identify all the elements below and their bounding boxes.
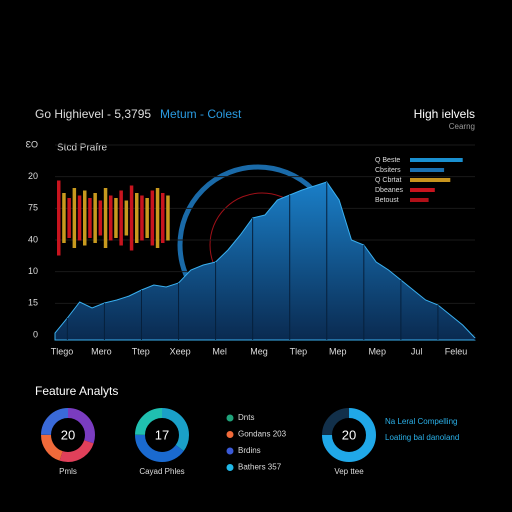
inset-bar [140,195,144,241]
x-tick-label: Tlep [290,346,308,356]
donut-segment [322,408,376,462]
inset-bar [155,188,160,248]
legend-label: Cbsiters [375,167,401,174]
legend-bar [410,198,429,202]
note: Na Leral Compelling [385,417,457,426]
inset-bar [129,185,134,251]
header-right-subtitle: Cearng [449,122,475,131]
donut-segment [135,408,189,462]
donut-label: Vep ttee [334,467,364,476]
list-dot [226,414,234,422]
donut-segment [41,408,95,462]
inset-bar [145,198,149,238]
y-tick-label: 0 [33,329,38,339]
inset-bar [119,190,123,246]
inset-bar [166,195,170,241]
header-title: Go Highievel - 5,3795 [35,107,151,121]
inset-bar [161,193,165,243]
inset-bar [98,200,103,236]
legend-label: Q Beste [375,157,400,164]
y-tick-label: 20 [28,171,38,181]
y-tick-label: ƐO [26,139,38,149]
donut-segment [41,408,95,462]
inset-bar [114,198,118,238]
list-label: Brdins [238,446,261,455]
legend-label: Dbeanes [375,187,404,194]
legend-label: Q Cbrtat [375,177,402,184]
x-tick-label: Xeep [170,346,191,356]
legend-bar [410,188,435,192]
donut-center: 20 [342,427,356,442]
inset-bar [62,193,66,243]
x-tick-label: Meg [250,346,268,356]
list-dot [226,447,234,455]
y-tick-label: 40 [28,234,38,244]
chart-subtitle: Stcd Prafre [57,143,107,154]
inset-bar [150,190,155,246]
x-tick-label: Feleu [445,346,468,356]
list-label: Bathers 357 [238,463,282,472]
legend-label: Betoust [375,197,399,204]
donut-center: 17 [155,427,169,442]
inset-bar [72,188,77,248]
legend-bar [410,168,445,172]
y-tick-label: 10 [28,266,38,276]
donut-center: 20 [61,427,75,442]
legend-bar [410,178,451,182]
inset-bar [67,198,71,238]
features-title: Feature Analyts [35,384,118,398]
x-tick-label: Mep [368,346,386,356]
x-tick-label: Ttep [132,346,150,356]
inset-bar [83,190,87,246]
inset-bar [109,195,113,241]
x-tick-label: Mero [91,346,112,356]
list-dot [226,431,234,438]
x-tick-label: Tlego [51,346,74,356]
inset-bar [124,200,129,236]
inset-bar [103,188,108,248]
x-tick-label: Mel [212,346,227,356]
inset-bar [135,193,139,243]
donut-segment [41,408,95,462]
list-dot [226,464,234,471]
header-right-title: High ielvels [414,107,475,121]
y-tick-label: 15 [28,298,38,308]
area [54,181,476,341]
inset-bar [57,180,61,256]
donut-label: Cayad Phles [139,467,184,476]
inset-bar [77,195,82,241]
inset-bar [93,193,97,243]
list-label: Gondans 203 [238,430,287,439]
legend-bar [410,158,463,162]
x-tick-label: Jul [411,346,423,356]
note: Loating bal danoland [385,433,459,442]
y-tick-label: 75 [28,203,38,213]
donut-label: Pmls [59,467,77,476]
inset-bar [88,198,92,238]
x-tick-label: Mep [329,346,347,356]
donut-segment [135,408,189,462]
header-highlight: Metum - Colest [160,107,242,121]
list-label: Dnts [238,413,254,422]
